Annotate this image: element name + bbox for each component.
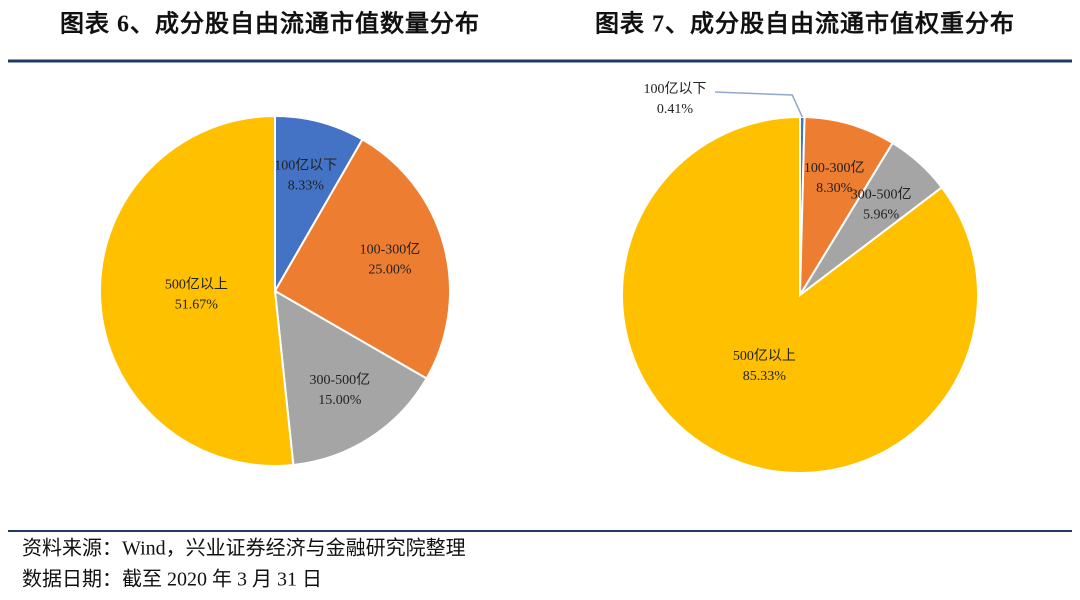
pie-slice — [798, 116, 894, 299]
slice-category: 100亿以下 — [644, 81, 707, 97]
slice-category: 300-500亿 — [851, 186, 912, 202]
slice-category: 300-500亿 — [309, 372, 370, 388]
slice-category: 500亿以上 — [733, 348, 796, 364]
chart-title: 图表 6、成分股自由流通市值数量分布 — [60, 10, 480, 38]
slice-category: 500亿以上 — [165, 276, 228, 292]
source-note: 资料来源：Wind，兴业证券经济与金融研究院整理 — [22, 537, 466, 560]
slice-value: 8.30% — [816, 181, 853, 196]
pie-slice — [273, 138, 451, 380]
slice-value: 8.33% — [288, 178, 325, 193]
slice-value: 15.00% — [318, 393, 362, 408]
slice-value: 5.96% — [863, 207, 900, 222]
slice-value: 85.33% — [743, 369, 787, 384]
pie-slice — [274, 114, 364, 295]
date-note: 数据日期：截至 2020 年 3 月 31 日 — [22, 568, 322, 591]
slice-value: 51.67% — [175, 297, 219, 312]
pie-slice — [273, 289, 428, 467]
chart-title: 图表 7、成分股自由流通市值权重分布 — [595, 10, 1015, 38]
slice-category: 100亿以下 — [274, 157, 337, 173]
pie-slice — [621, 115, 979, 474]
leader-line — [714, 91, 803, 118]
slice-category: 100-300亿 — [804, 160, 865, 176]
slice-value: 25.00% — [368, 262, 412, 277]
slice-value: 0.41% — [657, 102, 694, 117]
pie-slice — [99, 114, 295, 467]
slice-category: 100-300亿 — [360, 241, 421, 257]
